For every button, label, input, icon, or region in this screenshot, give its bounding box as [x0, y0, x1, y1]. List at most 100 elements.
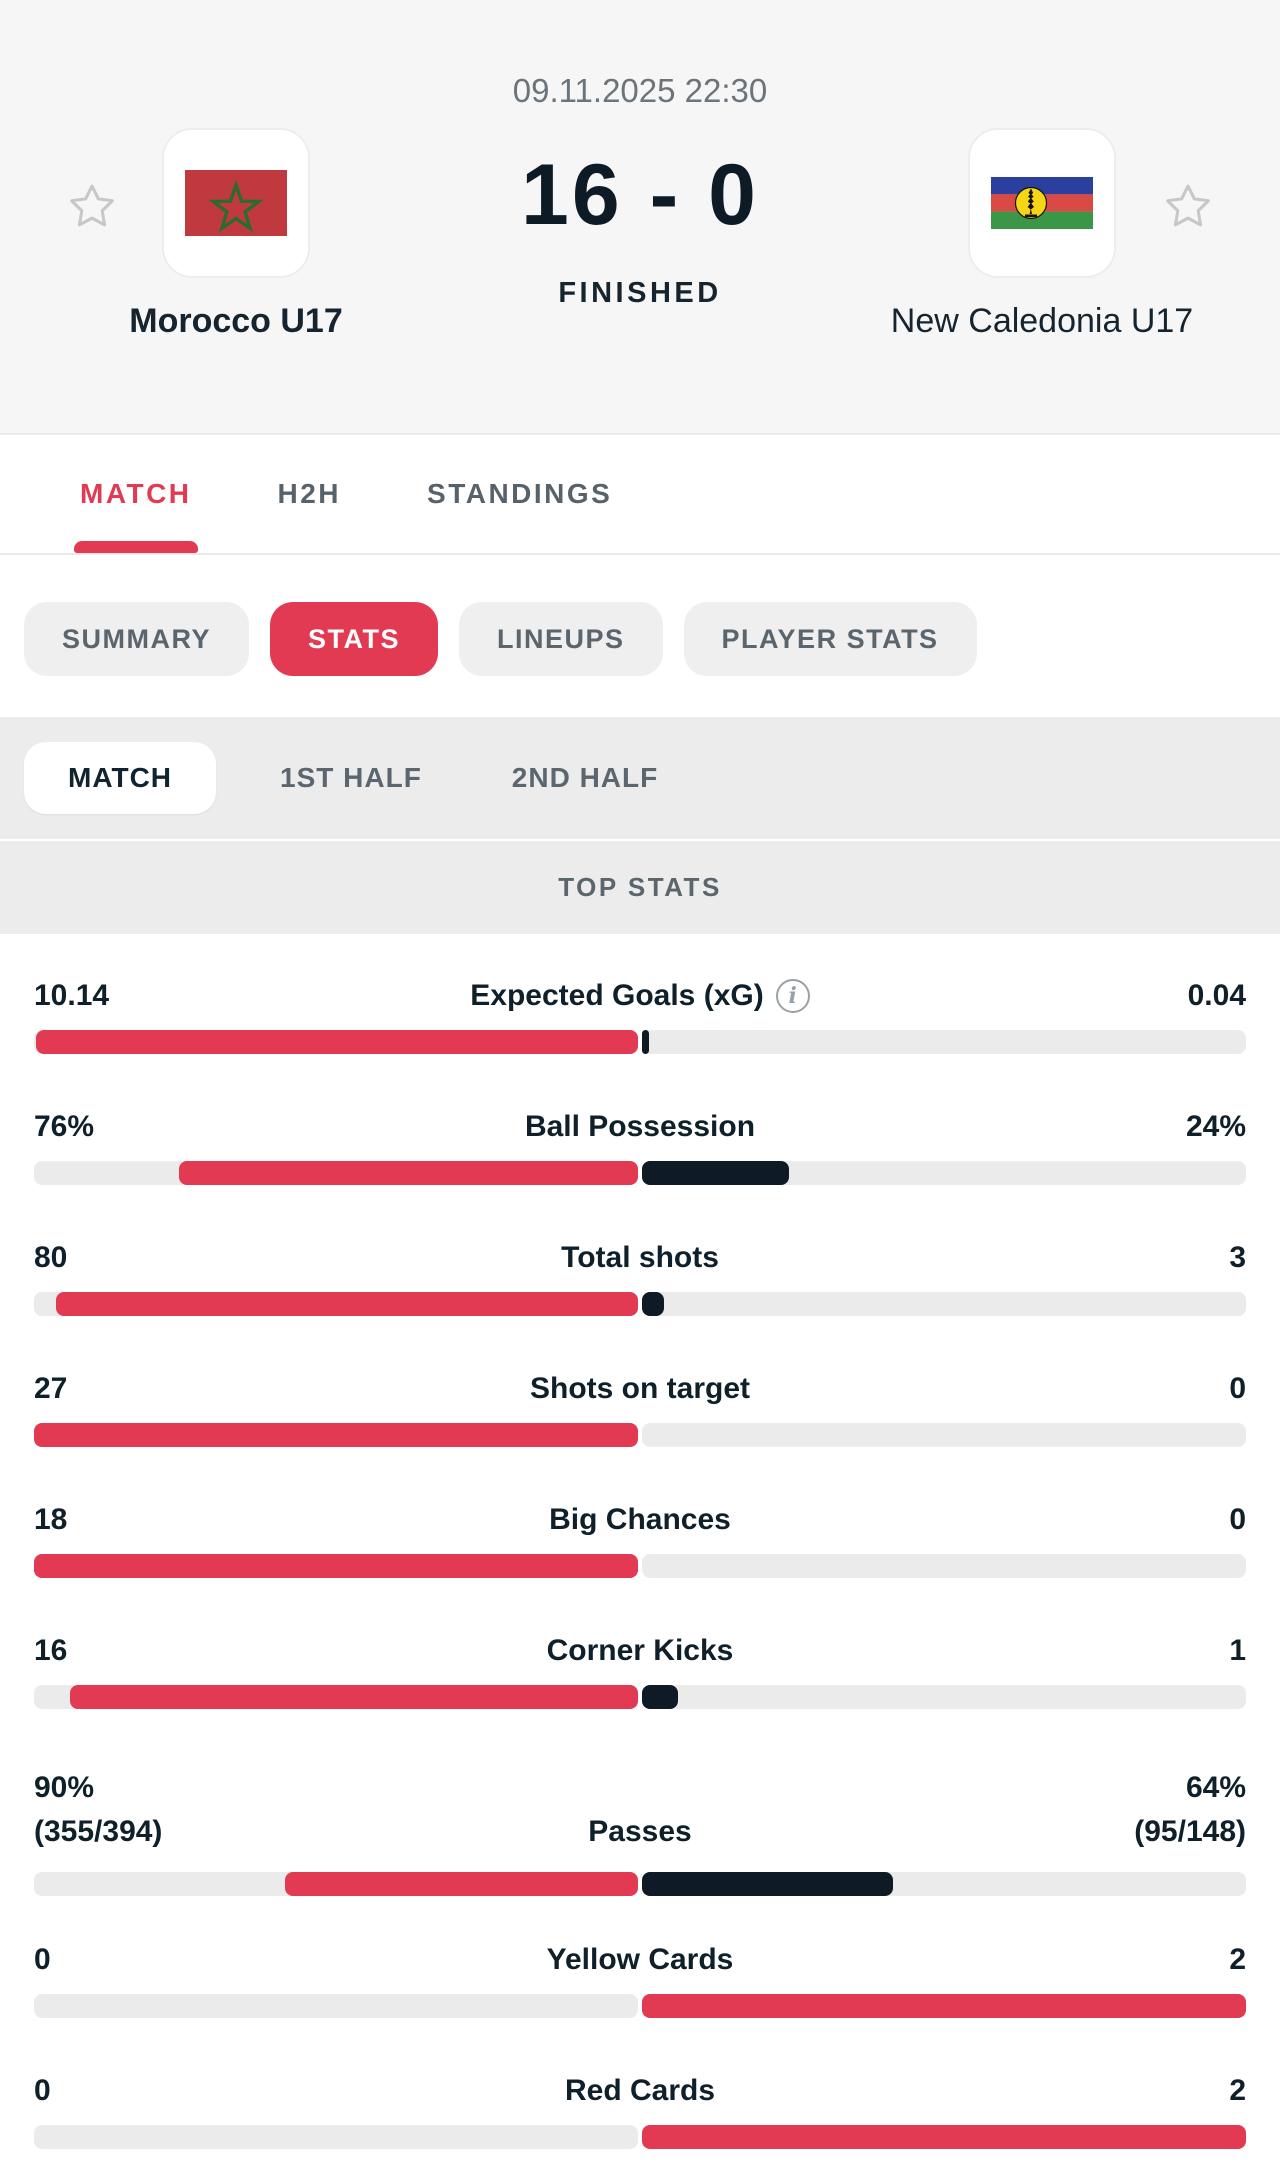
- stat-label: Shots on target: [529, 1372, 750, 1405]
- stat-bar-away-track: [642, 1423, 1246, 1447]
- stat-away-value: 0: [1229, 1372, 1246, 1405]
- stat-home-value: 16: [34, 1634, 68, 1667]
- stat-bar-home-track: [34, 1554, 638, 1578]
- stat-bar-home-track: [34, 1161, 638, 1185]
- away-bar-fill: [642, 1161, 789, 1185]
- period-tab-bar: MATCH 1ST HALF 2ND HALF: [0, 717, 1280, 839]
- top-stats-list: 10.14 Expected Goals (xG) i 0.04 76% Ball Pos…: [0, 934, 1280, 2149]
- stat-bar-away-track: [642, 1030, 1246, 1054]
- stat-bar-away-track: [642, 1292, 1246, 1316]
- stat-bar: [34, 1161, 1246, 1185]
- stat-bar: [34, 1292, 1246, 1316]
- sub-tab-bar: SUMMARY STATS LINEUPS PLAYER STATS: [0, 555, 1280, 717]
- stat-away-value: 64% (95/148): [1134, 1771, 1246, 1848]
- section-title: TOP STATS: [0, 841, 1280, 934]
- away-bar-fill: [642, 1292, 664, 1316]
- away-bar-fill: [642, 1030, 649, 1054]
- new-caledonia-flag-icon: [991, 177, 1093, 229]
- stat-bar-away-track: [642, 1994, 1246, 2018]
- stat-label: Passes: [588, 1815, 692, 1848]
- stat-bar-away-track: [642, 1685, 1246, 1709]
- pill-player-stats[interactable]: PLAYER STATS: [683, 602, 977, 676]
- stat-home-value: 80: [34, 1241, 68, 1274]
- away-bar-fill: [642, 1994, 1246, 2018]
- favorite-star-away-icon[interactable]: [1162, 180, 1214, 232]
- stat-row: 90% (355/394) Passes 64% (95/148): [34, 1766, 1246, 1896]
- home-bar-fill: [69, 1685, 638, 1709]
- stat-label: Total shots: [561, 1241, 719, 1274]
- stat-bar-home-track: [34, 1685, 638, 1709]
- home-bar-fill: [34, 1554, 638, 1578]
- pill-lineups[interactable]: LINEUPS: [459, 602, 663, 676]
- stat-label: Ball Possession: [524, 1110, 756, 1143]
- stat-label: Red Cards: [564, 2074, 716, 2107]
- home-bar-fill: [36, 1030, 638, 1054]
- match-status: FINISHED: [558, 277, 722, 309]
- stat-row: 18 Big Chances 0: [34, 1504, 1246, 1578]
- stat-home-value: 76%: [34, 1110, 95, 1143]
- stat-away-value: 1: [1229, 1634, 1246, 1667]
- match-datetime: 09.11.2025 22:30: [512, 72, 768, 109]
- tab-h2h[interactable]: H2H: [277, 478, 342, 509]
- stat-away-value: 3: [1229, 1241, 1246, 1274]
- home-bar-fill: [55, 1292, 638, 1316]
- stat-bar: [34, 1994, 1246, 2018]
- stat-row: 16 Corner Kicks 1: [34, 1635, 1246, 1709]
- main-tab-bar: MATCH H2H STANDINGS: [0, 433, 1280, 555]
- stat-home-value: 18: [34, 1503, 68, 1536]
- match-header: 09.11.2025 22:30 Morocco U17 16 - 0 FINI…: [0, 0, 1280, 433]
- stat-bar: [34, 1030, 1246, 1054]
- stat-away-value: 2: [1229, 1943, 1246, 1976]
- stat-bar: [34, 1554, 1246, 1578]
- team-away-flag-card: [968, 128, 1116, 278]
- period-tab-match[interactable]: MATCH: [24, 742, 217, 814]
- away-bar-fill: [642, 1872, 894, 1896]
- home-bar-fill: [178, 1161, 638, 1185]
- stat-away-value: 0.04: [1187, 979, 1246, 1012]
- stat-bar-home-track: [34, 1030, 638, 1054]
- period-tab-1st-half[interactable]: 1ST HALF: [280, 762, 422, 793]
- stat-row: 0 Red Cards 2: [34, 2075, 1246, 2149]
- stat-bar-home-track: [34, 1423, 638, 1447]
- stat-away-value: 24%: [1185, 1110, 1246, 1143]
- stat-row: 0 Yellow Cards 2: [34, 1944, 1246, 2018]
- team-away-name: New Caledonia U17: [890, 302, 1194, 340]
- stat-label: Expected Goals (xG) i: [294, 979, 986, 1013]
- favorite-star-home-icon[interactable]: [66, 180, 118, 232]
- home-bar-fill: [285, 1872, 638, 1896]
- stat-label: Yellow Cards: [546, 1943, 734, 1976]
- divider: [0, 839, 1280, 841]
- info-circle-icon[interactable]: i: [775, 979, 810, 1013]
- match-score: 16 - 0: [521, 147, 759, 243]
- away-bar-fill: [642, 1685, 678, 1709]
- morocco-flag-icon: [185, 170, 287, 236]
- stat-bar-away-track: [642, 1161, 1246, 1185]
- team-home-name: Morocco U17: [129, 302, 343, 340]
- stat-bar: [34, 1872, 1246, 1896]
- period-tab-2nd-half[interactable]: 2ND HALF: [511, 762, 659, 793]
- stat-row: 76% Ball Possession 24%: [34, 1111, 1246, 1185]
- pill-stats[interactable]: STATS: [270, 602, 438, 676]
- stat-bar-home-track: [34, 1994, 638, 2018]
- stat-bar-home-track: [34, 2125, 638, 2149]
- stat-bar-away-track: [642, 2125, 1246, 2149]
- stat-home-value: 0: [34, 1943, 51, 1976]
- team-home[interactable]: Morocco U17: [66, 128, 406, 341]
- stat-label: Corner Kicks: [546, 1634, 734, 1667]
- stat-home-value: 27: [34, 1372, 68, 1405]
- stat-label: Big Chances: [549, 1503, 731, 1536]
- stat-bar-away-track: [642, 1872, 1246, 1896]
- score-block: 16 - 0 FINISHED: [330, 146, 950, 310]
- stat-bar-home-track: [34, 1872, 638, 1896]
- stat-bar-home-track: [34, 1292, 638, 1316]
- stat-row: 27 Shots on target 0: [34, 1373, 1246, 1447]
- team-home-flag-card: [162, 128, 310, 278]
- stat-row: 10.14 Expected Goals (xG) i 0.04: [34, 979, 1246, 1054]
- tab-match[interactable]: MATCH: [74, 435, 198, 553]
- pill-summary[interactable]: SUMMARY: [24, 602, 249, 676]
- team-away[interactable]: New Caledonia U17: [872, 128, 1212, 341]
- stat-home-value: 0: [34, 2074, 51, 2107]
- stat-away-value: 2: [1229, 2074, 1246, 2107]
- stat-bar: [34, 1685, 1246, 1709]
- tab-standings[interactable]: STANDINGS: [427, 478, 613, 509]
